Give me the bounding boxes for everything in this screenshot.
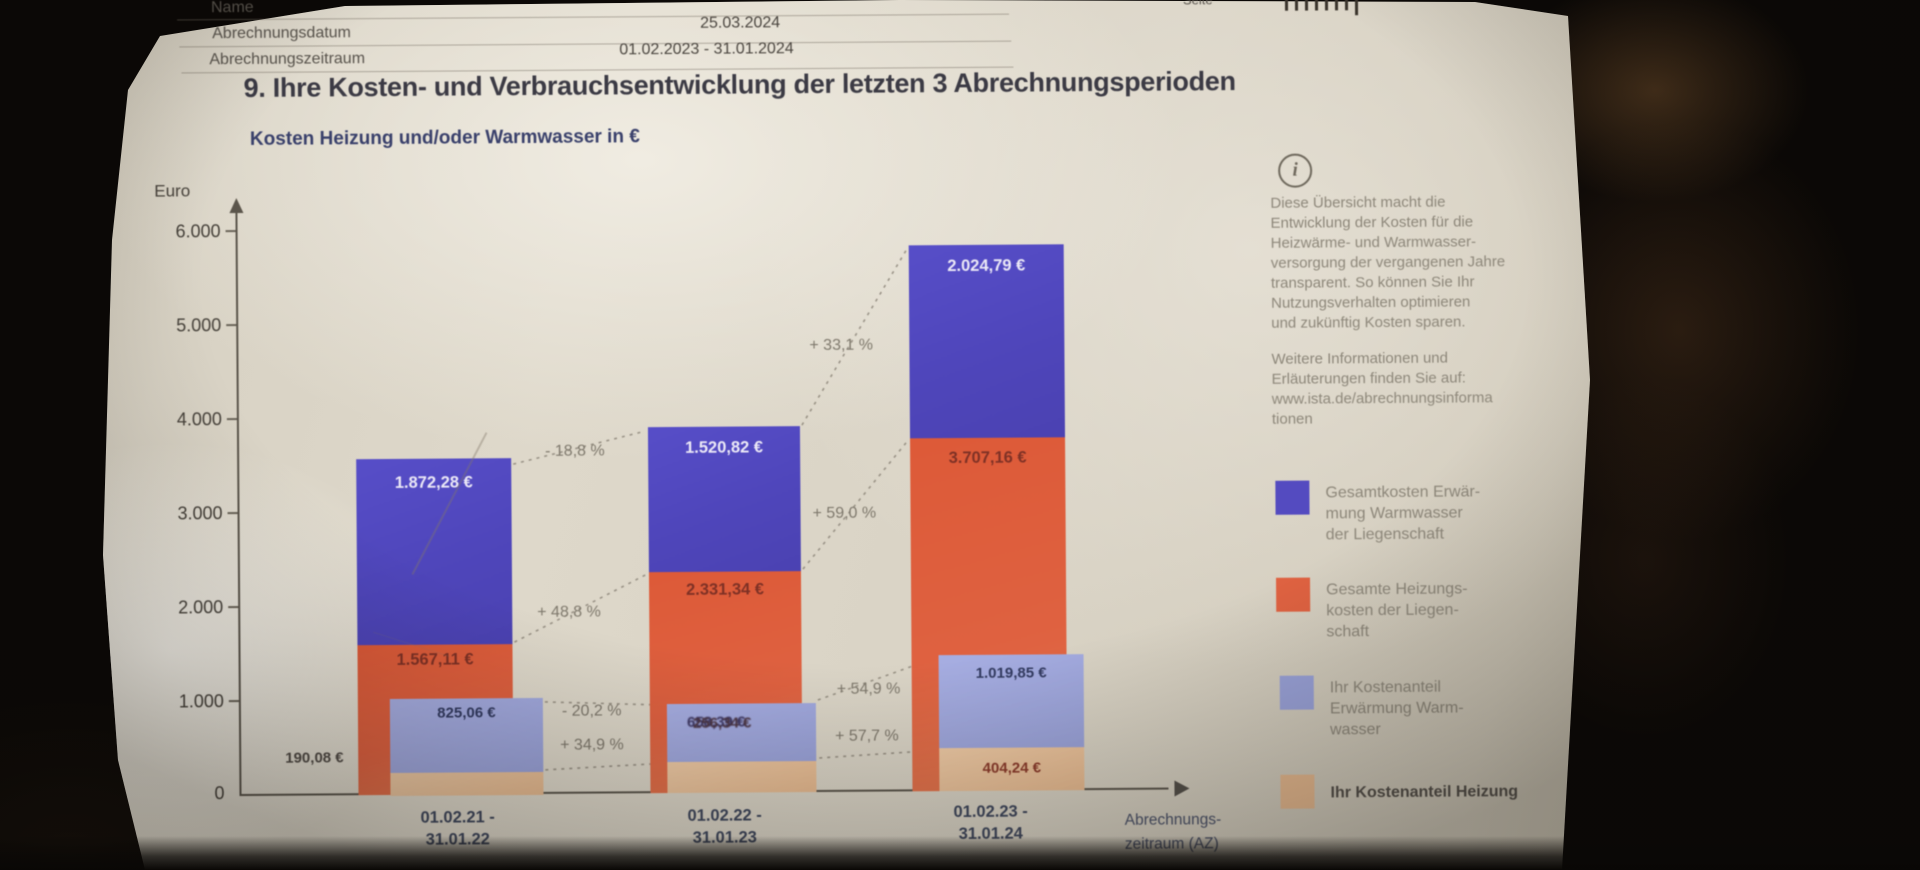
change-anteil-heizung-2-3: + 57,7 % (835, 727, 899, 745)
bar-period2-shares: 658,39 € 256,34 € (666, 703, 817, 794)
bar3-anteil-warmwasser-value: 1.019,85 € (975, 664, 1047, 682)
change-heizung-2-3: + 59,0 % (812, 504, 877, 523)
bar1-anteil-heizung-segment (390, 771, 544, 796)
bar3-anteil-heizung-value: 404,24 € (982, 759, 1042, 777)
legend-swatch-anteil-heizung (1280, 774, 1315, 809)
bar2-anteil-heizung-segment (667, 761, 817, 794)
info-icon: i (1278, 153, 1313, 188)
bar2-overprinted-share-values: 658,39 € 256,34 € (687, 713, 816, 734)
info-paragraph-1: Diese Übersicht macht die Entwicklung de… (1270, 193, 1506, 332)
photo-shadow-bottom (0, 836, 1920, 870)
info-paragraph-2: Weitere Informationen und Erläuterungen … (1271, 349, 1493, 428)
bar3-warmwasser-total-value: 2.024,79 € (947, 256, 1026, 276)
legend-item-anteil-heizung: Ihr Kostenanteil Heizung (1280, 773, 1600, 809)
bar3-warmwasser-total-segment: 2.024,79 € (908, 244, 1066, 439)
legend-label-heizung-total: Gesamte Heizungs- kosten der Liegen- sch… (1326, 580, 1468, 641)
change-warmwasser-1-2: - 18,8 % (545, 442, 605, 460)
bar1-warmwasser-total-value: 1.872,28 € (394, 473, 473, 492)
change-anteil-heizung-1-2: + 34,9 % (560, 736, 624, 754)
bar2-warmwasser-total-value: 1.520,82 € (685, 438, 764, 457)
change-warmwasser-2-3: + 33,1 % (809, 336, 874, 355)
legend-label-warmwasser-total: Gesamtkosten Erwär- mung Warmwasser der … (1325, 483, 1481, 544)
bar2-anteil-warmwasser-segment: 658,39 € 256,34 € (666, 703, 817, 763)
bar3-heizung-total-value: 3.707,16 € (948, 448, 1027, 468)
bar3-anteil-heizung-segment: 404,24 € (939, 747, 1085, 792)
legend-label-anteil-heizung: Ihr Kostenanteil Heizung (1330, 783, 1519, 802)
bar1-anteil-warmwasser-value: 825,06 € (437, 704, 496, 722)
bar2-warmwasser-total-segment: 1.520,82 € (647, 426, 801, 573)
change-heizung-1-2: + 48,8 % (537, 603, 601, 621)
legend-item-heizung-total: Gesamte Heizungs- kosten der Liegen- sch… (1276, 576, 1566, 643)
legend-item-anteil-warmwasser: Ihr Kostenanteil Erwärmung Warm- wasser (1279, 674, 1570, 741)
bar2-heizung-total-value: 2.331,34 € (686, 580, 765, 599)
legend-swatch-anteil-warmwasser (1279, 675, 1314, 710)
legend-swatch-warmwasser-total (1275, 480, 1310, 515)
bar1-anteil-warmwasser-segment: 825,06 € (389, 697, 544, 773)
legend-label-anteil-warmwasser: Ihr Kostenanteil Erwärmung Warm- wasser (1329, 678, 1464, 739)
bar1-warmwasser-total-segment: 1.872,28 € (356, 458, 513, 646)
bar1-heizung-total-value: 1.567,11 € (396, 650, 474, 669)
info-icon-glyph: i (1292, 159, 1298, 181)
change-anteil-warmwasser-1-2: - 20,2 % (561, 702, 622, 720)
bar2-anteil-heizung-value: 256,34 € (692, 714, 752, 732)
bar-period1-shares: 825,06 € (389, 697, 544, 796)
bar1-anteil-heizung-value: 190,08 € (285, 749, 344, 767)
bar-period3-shares: 1.019,85 € 404,24 € (938, 654, 1085, 792)
change-anteil-warmwasser-2-3: + 54,9 % (836, 680, 901, 698)
legend-swatch-heizung-total (1276, 577, 1311, 612)
legend-item-warmwasser-total: Gesamtkosten Erwär- mung Warmwasser der … (1275, 479, 1565, 546)
bar3-anteil-warmwasser-segment: 1.019,85 € (938, 654, 1085, 749)
